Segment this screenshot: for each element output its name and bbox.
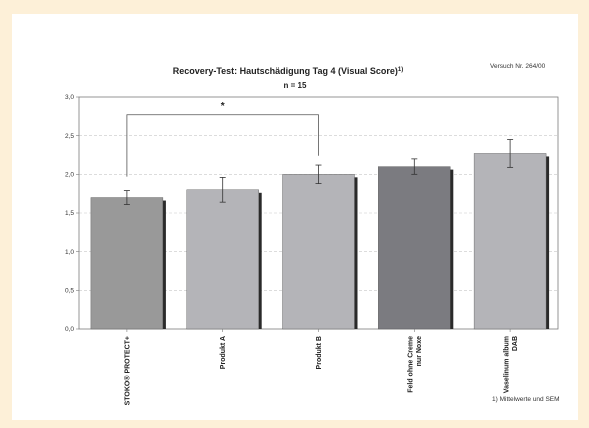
x-axis: STOKO® PROTECT+ Produkt A Produkt B Feld oh… <box>123 329 519 405</box>
y-tick-label: 0,0 <box>65 326 74 333</box>
y-tick-label: 0,5 <box>65 288 74 295</box>
category-label: Vaselinum album DAB <box>503 336 518 393</box>
y-tick-label: 1,5 <box>65 210 74 217</box>
bar <box>186 189 259 330</box>
significance-star: * <box>221 101 225 112</box>
y-tick-label: 3,0 <box>65 94 74 101</box>
y-tick-label: 2,0 <box>65 172 74 179</box>
category-label: Produkt B <box>316 336 323 369</box>
bar <box>282 174 355 330</box>
bars <box>90 139 550 330</box>
chart-title: Recovery-Test: Hautschädigung Tag 4 (Vis… <box>173 66 403 76</box>
corner-note: Versuch Nr. 264/00 <box>490 63 546 70</box>
bar <box>473 153 547 330</box>
chart-subtitle: n = 15 <box>284 81 307 90</box>
bar-chart: Recovery-Test: Hautschädigung Tag 4 (Vis… <box>65 63 560 405</box>
y-tick-label: 1,0 <box>65 249 74 256</box>
category-label: Produkt A <box>220 336 227 369</box>
category-label: STOKO® PROTECT+ <box>123 336 131 405</box>
significance-bracket: * <box>126 101 319 177</box>
footnote: 1) Mittelwerte und SEM <box>492 396 560 403</box>
y-axis: 0,0 0,5 1,0 1,5 2,0 2,5 3,0 <box>65 94 79 333</box>
chart-card: Recovery-Test: Hautschädigung Tag 4 (Vis… <box>12 14 578 420</box>
bar <box>90 197 164 330</box>
y-tick-label: 2,5 <box>65 133 74 140</box>
bar <box>378 166 451 330</box>
category-label: Feld ohne Creme nur Noxe <box>408 336 424 393</box>
significance-line <box>126 114 319 177</box>
